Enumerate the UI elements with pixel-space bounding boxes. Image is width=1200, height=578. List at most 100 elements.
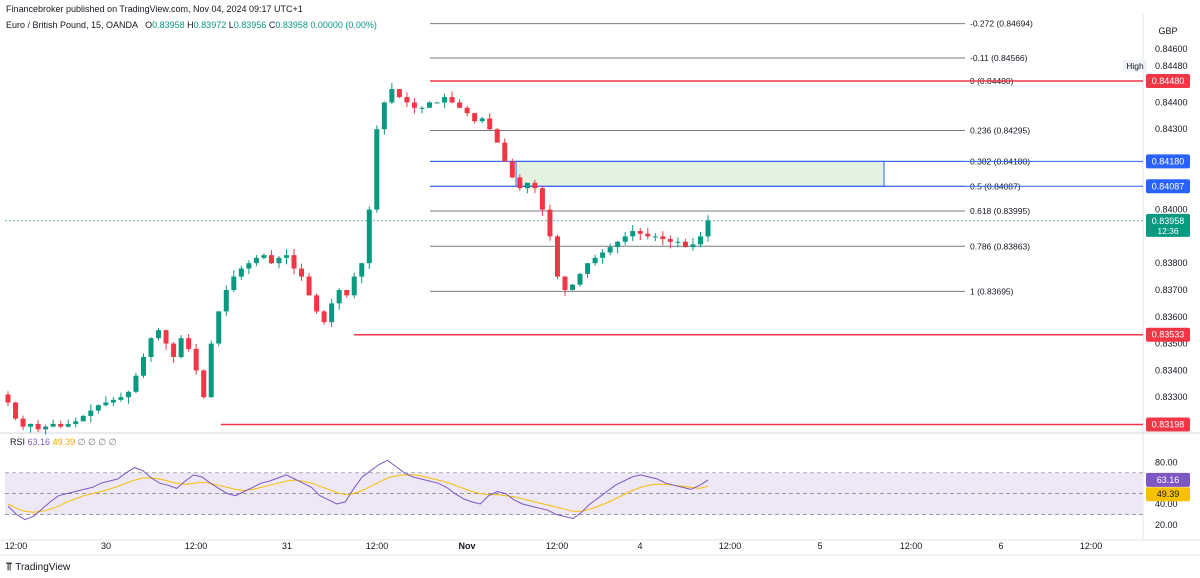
candle-body — [554, 236, 560, 277]
candle-body — [276, 257, 282, 264]
rsi-ma-tag — [1146, 487, 1190, 502]
candle-body — [80, 415, 86, 422]
time-axis-tick: 12:00 — [546, 541, 569, 551]
time-axis-tick: 4 — [637, 541, 642, 551]
fib-label: 0 (0.84480) — [970, 76, 1014, 86]
high-label-bg — [1123, 59, 1147, 72]
rsi-value-tag-label: 63.16 — [1157, 475, 1180, 485]
candle-body — [73, 421, 79, 424]
time-axis-tick: 12:00 — [5, 541, 28, 551]
candle-body — [396, 89, 402, 98]
high-value: 0.83972 — [193, 20, 227, 30]
symbol-legend: Euro / British Pound, 15, OANDA O0.83958… — [6, 20, 377, 30]
candle-body — [585, 263, 591, 274]
candle-body — [5, 394, 11, 403]
candle-body — [344, 289, 350, 296]
time-axis-tick: 30 — [101, 541, 111, 551]
candle-body — [140, 356, 146, 376]
candle-body — [351, 276, 357, 296]
rsi-label[interactable]: RSI — [10, 437, 26, 447]
candle-body — [434, 102, 440, 104]
rsi-legend: RSI 63.16 49.39 ∅ ∅ ∅ ∅ — [10, 437, 117, 448]
level-price-tag-label: 0.83533 — [1152, 330, 1185, 340]
close-value: 0.83958 — [275, 20, 308, 30]
rsi-axis-tick: 40.00 — [1155, 499, 1178, 509]
candle-body — [682, 241, 688, 248]
candle-body — [35, 423, 41, 430]
candle-body — [457, 102, 463, 108]
level-price-tag-label: 0.83198 — [1152, 419, 1185, 429]
candle-body — [186, 338, 192, 349]
candle-body — [705, 220, 711, 237]
price-axis-tick: 0.84300 — [1155, 124, 1188, 134]
fib-label: 0.236 (0.84295) — [970, 126, 1030, 136]
candle-body — [479, 118, 485, 122]
tradingview-brand: TradingView — [15, 562, 71, 573]
candle-body — [65, 423, 71, 427]
candle-body — [645, 233, 651, 237]
candle-body — [20, 418, 26, 427]
candle-body — [487, 118, 493, 130]
currency-label: GBP — [1158, 26, 1177, 36]
candle-body — [622, 236, 628, 242]
candle-body — [208, 343, 214, 398]
change-value: 0.00000 (0.00%) — [310, 20, 377, 30]
price-axis-tick: 0.83200 — [1155, 419, 1188, 429]
candle-body — [660, 236, 666, 240]
fib-label: -0.272 (0.84694) — [970, 19, 1033, 29]
candle-body — [13, 402, 19, 419]
symbol-name[interactable]: Euro / British Pound, 15, OANDA — [6, 20, 138, 30]
time-axis-tick: 12:00 — [366, 541, 389, 551]
price-axis-tick: 0.84400 — [1155, 97, 1188, 107]
candle-body — [690, 244, 696, 248]
price-axis-tick: 0.83400 — [1155, 365, 1188, 375]
candle-body — [464, 107, 470, 114]
candle-body — [637, 231, 643, 234]
bar-countdown: 12:36 — [1157, 226, 1179, 236]
candle-body — [216, 311, 222, 344]
candle-body — [253, 257, 259, 264]
fib-label: 0.618 (0.83995) — [970, 206, 1030, 216]
candle-body — [329, 303, 335, 323]
tradingview-logo-icon: ⫪ — [6, 561, 13, 573]
rsi-legend-ma: 49.39 — [52, 437, 76, 447]
candle-body — [223, 289, 229, 312]
level-price-tag-label: 0.84480 — [1152, 76, 1185, 86]
price-axis-tick: 0.83600 — [1155, 312, 1188, 322]
candle-body — [419, 107, 425, 109]
candle-body — [291, 255, 297, 269]
candle-body — [449, 97, 455, 103]
fib-label: 0.382 (0.84180) — [970, 156, 1030, 166]
candle-body — [95, 405, 101, 411]
candle-body — [652, 236, 658, 238]
high-value-label: 0.84480 — [1155, 61, 1188, 71]
time-axis-tick: 12:00 — [900, 541, 923, 551]
candle-body — [336, 289, 342, 304]
zone-price-tag-label: 0.84087 — [1152, 181, 1185, 191]
candle-body — [148, 338, 154, 357]
candle-body — [125, 391, 131, 398]
publish-caption: Financebroker published on TradingView.c… — [6, 4, 303, 14]
candle-body — [58, 423, 64, 427]
close-label: C — [268, 20, 276, 30]
candle-body — [299, 268, 305, 277]
candle-body — [118, 397, 124, 400]
candle-body — [577, 273, 583, 285]
candle-body — [193, 348, 199, 371]
level-price-tag — [1146, 417, 1190, 432]
price-axis-tick: 0.83300 — [1155, 392, 1188, 402]
price-axis-tick: 0.83800 — [1155, 258, 1188, 268]
candle-body — [502, 142, 508, 162]
candle-body — [607, 247, 613, 253]
candle-body — [494, 129, 500, 143]
candle-body — [133, 375, 139, 392]
candle-body — [156, 330, 162, 339]
candle-body — [28, 423, 34, 427]
candle-body — [411, 102, 417, 108]
candle-body — [314, 295, 320, 312]
high-label: High — [1126, 61, 1144, 71]
rsi-ma-tag-label: 49.39 — [1157, 489, 1180, 499]
zone-price-tag-label: 0.84180 — [1152, 156, 1185, 166]
candle-body — [509, 161, 515, 178]
